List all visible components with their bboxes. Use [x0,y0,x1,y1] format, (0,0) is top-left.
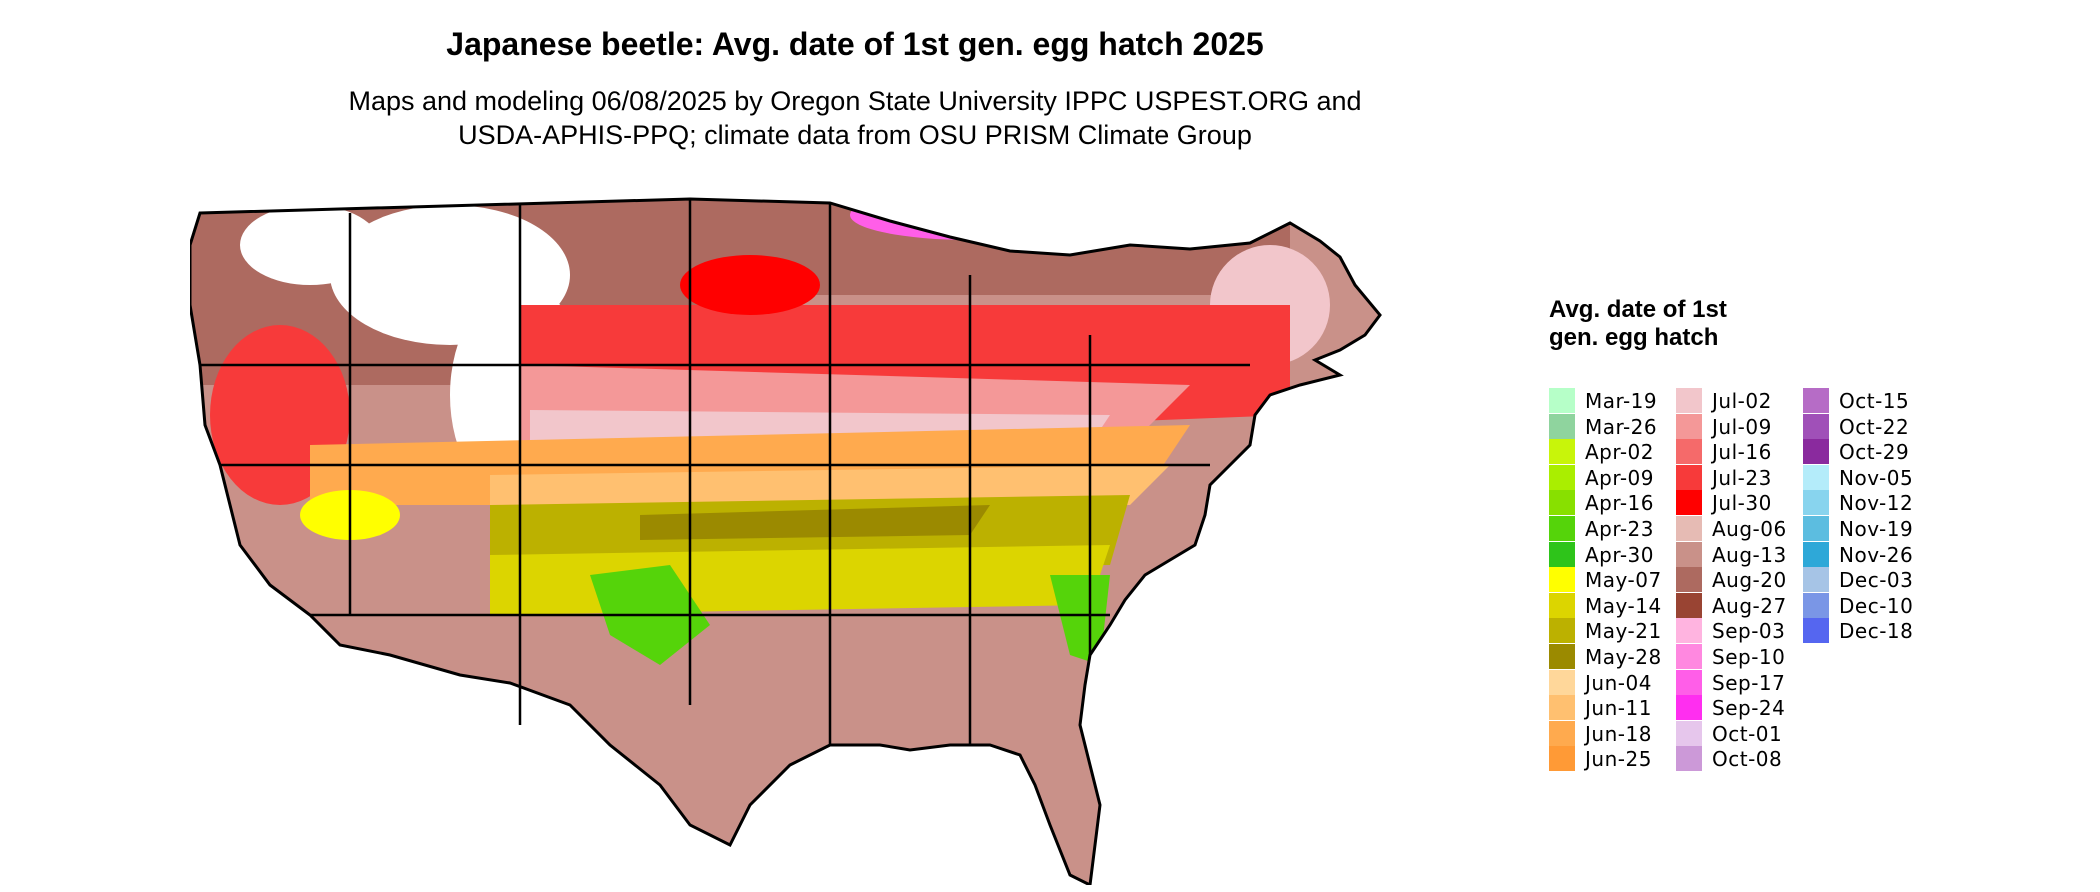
legend-label: Oct-08 [1712,747,1783,772]
legend-swatch [1803,413,1829,439]
legend-swatch [1549,746,1575,772]
legend-swatch [1549,618,1575,644]
map-subtitle: Maps and modeling 06/08/2025 by Oregon S… [0,84,1710,152]
legend-swatch [1803,541,1829,567]
us-map-svg [188,197,1382,888]
legend-swatch [1803,388,1829,413]
legend-swatch [1549,644,1575,669]
legend-swatch [1549,592,1575,618]
legend-label: Mar-19 [1585,389,1658,413]
legend-swatch [1803,464,1829,490]
legend-swatch [1803,618,1829,644]
legend-label: May-14 [1585,593,1662,618]
legend-label: Jul-30 [1712,491,1772,516]
legend-label: Nov-12 [1839,491,1914,516]
legend-swatch [1676,695,1702,721]
legend-label: Apr-09 [1585,465,1654,490]
legend-label: Apr-30 [1585,542,1654,567]
legend-label: Apr-23 [1585,517,1654,541]
legend-label: Jun-25 [1585,747,1652,772]
legend-swatch [1676,516,1702,541]
subtitle-line-2: USDA-APHIS-PPQ; climate data from OSU PR… [458,120,1252,150]
legend-swatch [1676,567,1702,593]
legend-swatch [1676,439,1702,465]
legend-swatch [1549,464,1575,490]
legend-swatch [1549,541,1575,567]
legend-swatch [1676,720,1702,746]
legend-label: Dec-18 [1839,619,1914,644]
legend-label: Aug-27 [1712,593,1787,618]
legend-label: Sep-24 [1712,696,1786,721]
legend-label: Dec-10 [1839,593,1914,618]
us-outline [188,197,1382,888]
legend-swatch [1676,618,1702,644]
legend-label: Jul-09 [1712,414,1772,439]
legend-swatch [1549,388,1575,413]
legend-label: May-21 [1585,619,1662,644]
legend-label: Aug-06 [1712,517,1787,541]
legend-label: Jun-11 [1585,696,1652,721]
legend-label: Jun-04 [1585,670,1652,695]
legend-swatch [1803,592,1829,618]
legend-swatch [1676,746,1702,772]
map-region-dark-olive-band [640,505,990,540]
legend-swatch [1549,567,1575,593]
legend-swatch [1549,669,1575,695]
map-region-cascades-white [240,205,380,285]
map-region-florida-green [1050,575,1110,665]
legend-label: Apr-16 [1585,491,1654,516]
legend: Avg. date of 1st gen. egg hatch Mar-19 Ma… [1549,296,1913,772]
legend-swatch [1803,516,1829,541]
legend-label: Aug-13 [1712,542,1787,567]
legend-swatch [1676,413,1702,439]
legend-label: Oct-15 [1839,389,1910,413]
legend-swatch [1549,490,1575,516]
us-map [188,185,1520,888]
legend-label: Nov-26 [1839,542,1914,567]
legend-label: May-28 [1585,645,1662,669]
legend-swatch [1549,439,1575,465]
legend-label: Jul-02 [1712,389,1772,413]
legend-label: Sep-10 [1712,645,1786,669]
legend-label: May-07 [1585,568,1662,593]
legend-swatch [1676,644,1702,669]
legend-label: Aug-20 [1712,568,1787,593]
legend-swatch [1676,388,1702,413]
legend-label: Sep-17 [1712,670,1786,695]
map-region-dakota-red [680,255,820,315]
legend-label: Jul-16 [1712,440,1772,465]
legend-label: Oct-22 [1839,414,1910,439]
legend-label: Jun-18 [1585,721,1652,746]
legend-swatch [1803,567,1829,593]
legend-label: Sep-03 [1712,619,1786,644]
legend-label: Jul-23 [1712,465,1772,490]
legend-swatch [1676,464,1702,490]
legend-swatch [1676,669,1702,695]
legend-swatch [1676,541,1702,567]
legend-swatch [1549,720,1575,746]
legend-swatch [1803,490,1829,516]
legend-swatch [1676,490,1702,516]
legend-swatch [1549,516,1575,541]
legend-label: Dec-03 [1839,568,1914,593]
subtitle-line-1: Maps and modeling 06/08/2025 by Oregon S… [348,86,1362,116]
state-boundaries [200,199,1250,745]
map-region-great-lakes-pink [850,199,1090,240]
legend-label: Nov-05 [1839,465,1914,490]
legend-swatch [1676,592,1702,618]
legend-label: Nov-19 [1839,517,1914,541]
map-title: Japanese beetle: Avg. date of 1st gen. e… [446,26,1264,62]
map-region-yellow-olive-band [490,545,1110,615]
legend-swatch [1803,439,1829,465]
legend-label: Apr-02 [1585,440,1654,465]
legend-label: Oct-29 [1839,440,1910,465]
legend-label: Mar-26 [1585,414,1658,439]
legend-swatch [1549,695,1575,721]
legend-label: Oct-01 [1712,721,1783,746]
legend-swatch [1549,413,1575,439]
map-fill-regions [190,199,1380,885]
legend-title: Avg. date of 1st gen. egg hatch [1549,296,1727,351]
